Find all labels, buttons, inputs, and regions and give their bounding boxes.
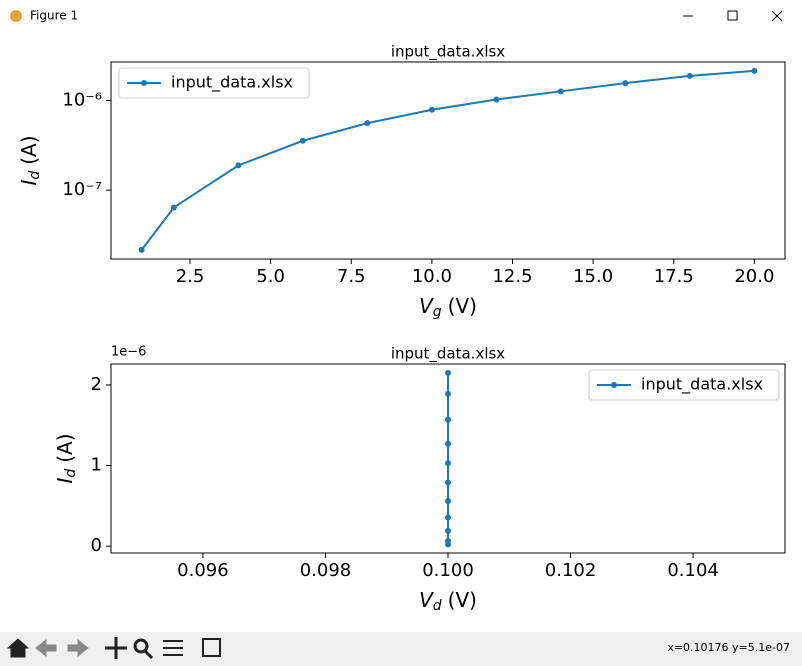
- y-axis-label-sub: d: [27, 171, 43, 180]
- y-tick-label: 1: [91, 455, 102, 476]
- data-point: [299, 137, 306, 144]
- y-axis-label-main: I: [53, 478, 77, 484]
- toolbar-icons: [6, 637, 221, 660]
- legend-box: [588, 369, 780, 401]
- chart-title: input_data.xlsx: [391, 345, 505, 364]
- x-axis-label: Vg (V): [419, 294, 477, 321]
- data-point: [445, 479, 451, 486]
- x-tick-label: 17.5: [654, 266, 694, 287]
- toolbar: [0, 632, 802, 666]
- x-axis-label-sub: g: [433, 304, 442, 320]
- x-tick-label: 15.0: [573, 266, 613, 287]
- maximize-button[interactable]: [727, 10, 738, 21]
- data-point: [235, 162, 242, 169]
- x-axis-label-unit: (V): [448, 588, 477, 612]
- status-text: x=0.10176 y=5.1e-07: [667, 641, 790, 654]
- configure-button[interactable]: [163, 640, 183, 656]
- y-axis-label: Id (A): [17, 135, 44, 185]
- data-point: [445, 460, 451, 467]
- x-axis-label-main: V: [419, 294, 434, 318]
- y-axis-label-unit: (A): [17, 135, 41, 164]
- window-title: Figure 1: [30, 9, 78, 23]
- data-point: [428, 106, 435, 113]
- x-tick-label: 10.0: [412, 266, 452, 287]
- y-axis-label-main: I: [17, 180, 41, 186]
- home-button[interactable]: [6, 638, 30, 658]
- forward-button[interactable]: [67, 638, 89, 658]
- y-offset-label: 1e−6: [111, 345, 146, 360]
- y-tick-label: 10⁻⁶: [62, 90, 102, 111]
- data-point: [751, 67, 758, 74]
- x-tick-label: 20.0: [734, 266, 774, 287]
- chart-title: input_data.xlsx: [391, 43, 505, 62]
- x-axis-label-sub: d: [433, 598, 442, 614]
- x-tick-label: 0.098: [300, 560, 352, 581]
- y-tick-label: 0: [91, 535, 102, 556]
- data-point: [445, 498, 451, 505]
- data-point: [445, 416, 451, 423]
- app-icon: [10, 10, 22, 22]
- data-point: [445, 440, 451, 447]
- data-point: [493, 96, 500, 103]
- data-point: [138, 246, 145, 253]
- legend-marker: [141, 80, 147, 86]
- data-point: [445, 390, 451, 397]
- x-tick-label: 0.104: [667, 560, 719, 581]
- x-tick-label: 0.100: [422, 560, 474, 581]
- y-axis-label: Id (A): [53, 433, 80, 483]
- y-tick-label: 2: [91, 374, 102, 395]
- x-tick-label: 12.5: [492, 266, 532, 287]
- zoom-button[interactable]: [133, 638, 149, 654]
- y-tick-label: 10⁻⁷: [62, 179, 102, 200]
- x-tick-label: 7.5: [337, 266, 366, 287]
- y-axis-label-unit: (A): [53, 433, 77, 462]
- x-axis-label: Vd (V): [419, 588, 477, 615]
- legend-label: input_data.xlsx: [641, 375, 763, 395]
- x-tick-label: 0.096: [177, 560, 229, 581]
- legend-label: input_data.xlsx: [171, 73, 293, 93]
- x-axis-label-unit: (V): [448, 294, 477, 318]
- x-tick-label: 2.5: [176, 266, 205, 287]
- back-button[interactable]: [35, 638, 57, 658]
- data-point: [445, 537, 451, 544]
- legend-box: [118, 67, 310, 99]
- data-point: [170, 204, 177, 211]
- close-button[interactable]: [771, 10, 783, 22]
- x-tick-label: 5.0: [256, 266, 285, 287]
- pan-button[interactable]: [105, 637, 127, 659]
- y-axis-label-sub: d: [63, 469, 79, 478]
- data-point: [445, 369, 451, 376]
- data-point: [686, 72, 693, 79]
- save-button[interactable]: [202, 638, 221, 657]
- data-point: [445, 514, 451, 521]
- x-tick-label: 0.102: [545, 560, 597, 581]
- title-bar: [0, 0, 802, 32]
- data-point: [445, 527, 451, 534]
- data-point: [557, 88, 564, 95]
- plot-frame: [110, 61, 786, 260]
- legend-marker: [611, 382, 617, 388]
- data-point: [364, 120, 371, 127]
- data-point: [622, 80, 629, 87]
- x-axis-label-main: V: [419, 588, 434, 612]
